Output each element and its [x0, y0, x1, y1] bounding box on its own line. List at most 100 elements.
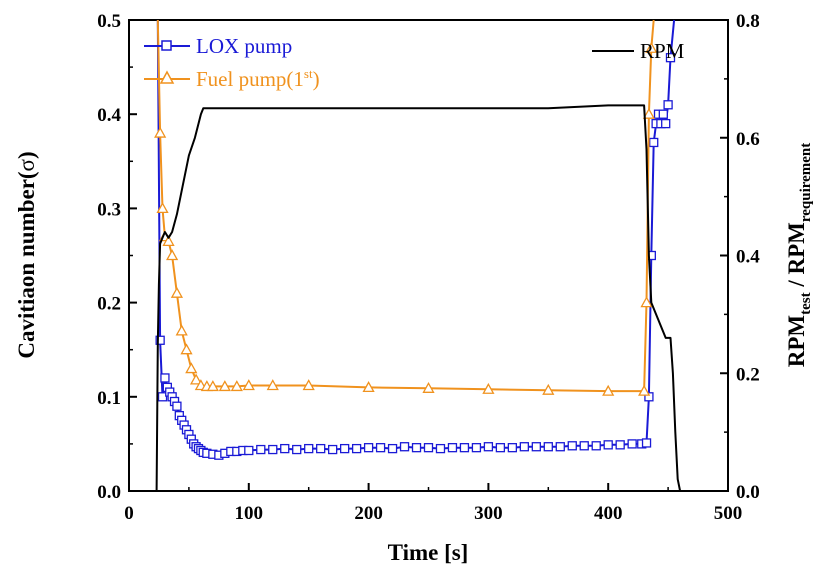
y-left-tick-label: 0.2	[97, 294, 121, 315]
y-right-label-sep: / RPM	[784, 222, 809, 293]
fuel-data-point	[482, 382, 495, 394]
lox-data-point	[268, 444, 278, 455]
series-fuel-pump-1st	[154, 19, 658, 396]
fuel-data-point	[422, 381, 435, 393]
lox-data-point	[579, 441, 589, 451]
legend-fuel-close: )	[313, 67, 320, 91]
y-left-label-main: Cavitiaon number(	[14, 171, 39, 358]
fuel-data-point	[218, 380, 231, 392]
lox-data-point	[591, 441, 601, 451]
legend-item-lox: LOX pump	[144, 34, 292, 58]
lox-data-point	[567, 441, 577, 451]
lox-data-point	[411, 443, 422, 453]
lox-data-point	[603, 440, 613, 450]
fuel-data-point	[638, 384, 651, 396]
y-left-label-symbol: σ	[14, 158, 39, 171]
lox-data-point	[519, 442, 529, 452]
series-rpm	[155, 104, 682, 492]
y-right-label-a-sub: test	[798, 292, 814, 315]
fuel-data-point	[542, 383, 555, 395]
y-left-tick-label: 0.4	[97, 105, 121, 126]
legend-lox-marker	[161, 40, 172, 51]
legend-fuel-text: Fuel pump(1	[196, 67, 304, 91]
ticks-layer: 0 100 200 300 400 5000.00.10.20.30.40.50.00.2…	[97, 11, 760, 524]
series-layer	[154, 19, 682, 492]
x-tick-label: 0	[124, 503, 134, 524]
y-left-tick-label: 0.5	[97, 11, 121, 32]
lox-data-point	[555, 442, 565, 452]
lox-data-point	[641, 438, 652, 448]
lox-data-point	[627, 439, 637, 449]
fuel-data-point	[170, 286, 184, 298]
fuel-data-point	[189, 373, 203, 385]
lox-data-point	[507, 443, 518, 453]
fuel-data-point	[156, 202, 169, 214]
lox-data-point	[363, 443, 374, 453]
fuel-data-point	[642, 107, 656, 119]
legend-fuel-marker	[159, 70, 175, 84]
series-line-rpm	[155, 104, 682, 492]
lox-data-point	[615, 440, 625, 450]
fuel-data-point	[645, 41, 658, 53]
y-left-label-close: )	[14, 151, 39, 159]
fuel-data-point	[162, 235, 175, 247]
lox-data-point	[157, 392, 168, 402]
x-tick-label: 400	[594, 503, 623, 524]
lox-data-point	[459, 443, 470, 453]
y-left-axis-label: Cavitiaon number(σ)	[14, 151, 39, 358]
fuel-data-point	[154, 126, 167, 138]
fuel-data-point	[362, 381, 375, 393]
fuel-data-point	[266, 379, 279, 391]
y-left-tick-label: 0.1	[97, 388, 121, 409]
lox-data-point	[663, 100, 673, 110]
y-left-tick-label: 0.3	[97, 199, 121, 220]
series-lox-pump	[155, 19, 676, 460]
lox-data-point	[375, 443, 386, 453]
lox-data-point	[160, 373, 170, 383]
lox-data-point	[155, 335, 165, 345]
lox-data-point	[658, 109, 668, 119]
fuel-data-point	[185, 362, 198, 374]
lox-data-point	[495, 443, 506, 453]
lox-data-point	[447, 443, 458, 453]
lox-data-point	[399, 442, 410, 452]
legend-fuel-sup: st	[304, 66, 313, 81]
lox-data-point	[387, 443, 398, 454]
fuel-data-point	[602, 384, 615, 396]
lox-data-point	[435, 443, 446, 454]
x-axis-label: Time [s]	[388, 540, 469, 565]
lox-data-point	[339, 443, 350, 454]
x-tick-label: 100	[235, 503, 264, 524]
y-right-label-b-sub: requirement	[798, 143, 814, 222]
lox-data-point	[644, 392, 654, 402]
fuel-data-point	[175, 324, 188, 336]
fuel-data-point	[180, 343, 193, 355]
lox-data-point	[244, 445, 254, 456]
fuel-data-point	[230, 380, 243, 392]
x-tick-label: 500	[714, 503, 743, 524]
lox-data-point	[665, 53, 676, 63]
lox-data-point	[328, 444, 338, 455]
lox-data-point	[543, 442, 553, 452]
legend-lox-label: LOX pump	[196, 34, 292, 58]
y-right-tick-label: 0.0	[736, 482, 760, 503]
fuel-data-point	[242, 379, 255, 391]
lox-data-point	[304, 443, 314, 454]
lox-data-point	[471, 443, 482, 453]
lox-data-point	[316, 443, 326, 454]
fuel-data-point	[640, 296, 653, 308]
lox-data-point	[280, 443, 290, 454]
y-left-tick-label: 0.0	[97, 482, 121, 503]
x-tick-label: 300	[474, 503, 503, 524]
x-tick-label: 200	[354, 503, 383, 524]
lox-data-point	[661, 118, 671, 129]
fuel-data-point	[302, 379, 315, 391]
fuel-data-point	[206, 380, 219, 392]
lox-data-point	[172, 401, 182, 411]
legend-item-fuel: Fuel pump(1st)	[144, 66, 320, 91]
lox-data-point	[649, 137, 659, 148]
y-right-tick-label: 0.6	[736, 129, 760, 150]
y-right-label-a: RPM	[784, 315, 809, 368]
fuel-data-point	[166, 249, 179, 261]
